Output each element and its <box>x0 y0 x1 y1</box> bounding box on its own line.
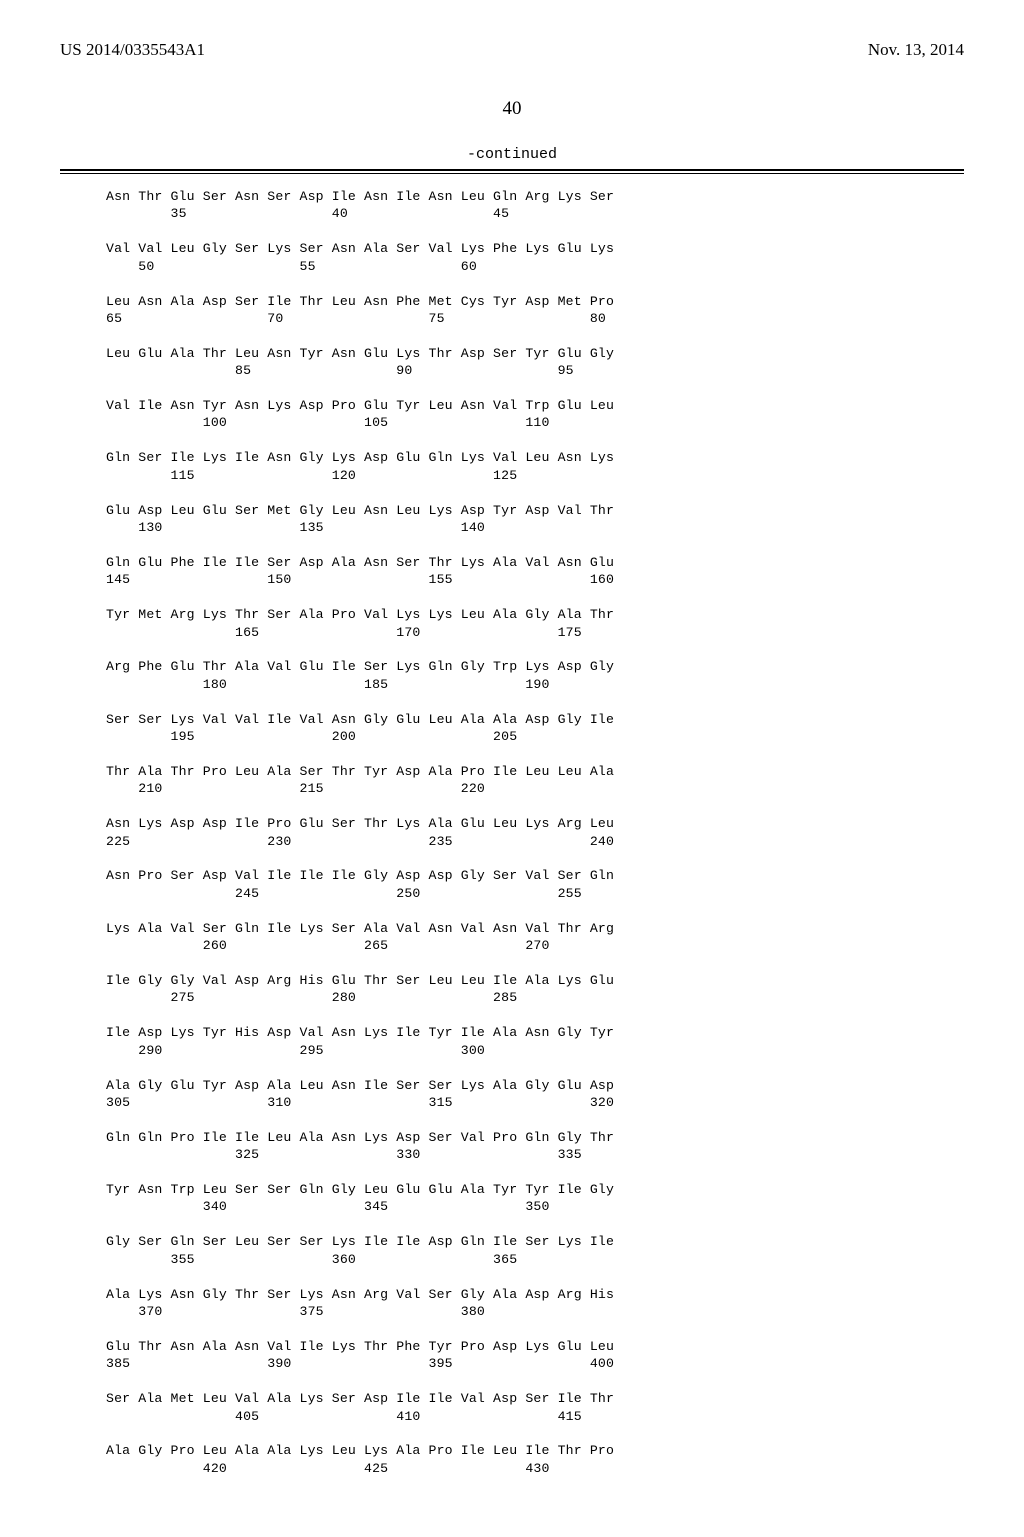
page-header: US 2014/0335543A1 Nov. 13, 2014 <box>60 40 964 60</box>
publication-number: US 2014/0335543A1 <box>60 40 205 60</box>
page-number: 40 <box>60 98 964 120</box>
continued-label: -continued <box>60 146 964 163</box>
sequence-listing: Asn Thr Glu Ser Asn Ser Asp Ile Asn Ile … <box>60 188 964 1477</box>
divider-top-thick <box>60 169 964 171</box>
publication-date: Nov. 13, 2014 <box>868 40 964 60</box>
page-container: US 2014/0335543A1 Nov. 13, 2014 40 -cont… <box>0 0 1024 1537</box>
divider-top-thin <box>60 173 964 174</box>
